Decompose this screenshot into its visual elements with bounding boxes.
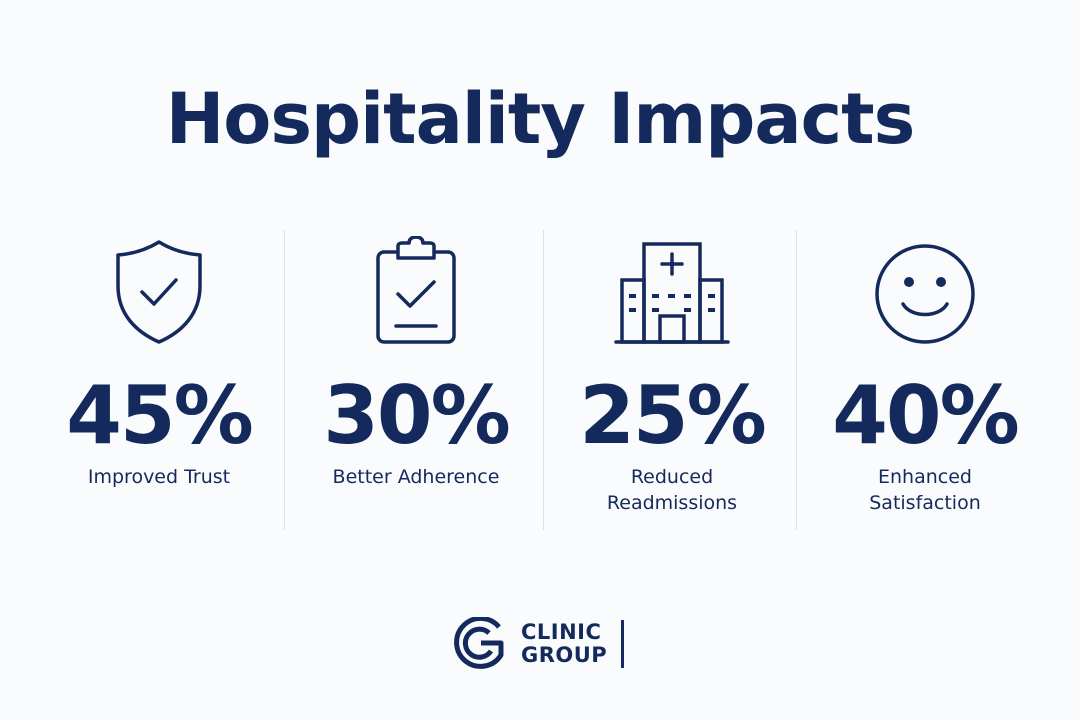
- divider: [543, 230, 544, 530]
- stat-value: 40%: [832, 369, 1019, 462]
- stat-improved-trust: 45% Improved Trust: [30, 230, 288, 530]
- stat-label: Enhanced Satisfaction: [869, 466, 981, 514]
- page-title: Hospitality Impacts: [165, 78, 916, 160]
- shield-check-icon: [112, 230, 206, 346]
- logo-line-1: CLINIC: [521, 620, 602, 644]
- stat-label: Reduced Readmissions: [606, 466, 738, 514]
- stat-label: Improved Trust: [87, 466, 231, 488]
- stats-row: 45% Improved Trust 30% Better Adherence: [30, 230, 1050, 530]
- divider: [284, 230, 285, 530]
- logo-mark-icon: [454, 617, 504, 669]
- stat-reduced-readmissions: 25% Reduced Readmissions: [544, 230, 800, 530]
- stat-enhanced-satisfaction: 40% Enhanced Satisfaction: [800, 230, 1050, 530]
- stat-value: 30%: [323, 369, 510, 462]
- clipboard-check-icon: [374, 230, 458, 346]
- stat-label: Better Adherence: [332, 466, 500, 488]
- logo-line-2: GROUP: [521, 643, 608, 667]
- stat-better-adherence: 30% Better Adherence: [288, 230, 544, 530]
- stat-value: 25%: [579, 369, 766, 462]
- logo-divider-bar: [621, 620, 625, 668]
- divider: [796, 230, 797, 530]
- logo-text: CLINIC GROUP: [521, 621, 607, 667]
- clinic-group-logo: CLINIC GROUP: [447, 616, 625, 672]
- smiley-face-icon: [873, 230, 977, 346]
- hospital-icon: [614, 230, 730, 346]
- stat-value: 45%: [66, 369, 253, 462]
